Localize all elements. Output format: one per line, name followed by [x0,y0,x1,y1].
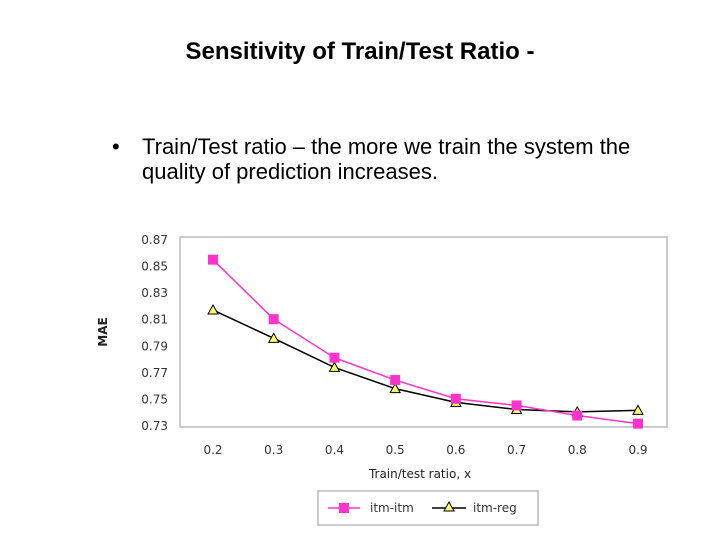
x-tick-label: 0.8 [568,443,587,457]
series-line-itm-reg [212,309,639,413]
y-tick-label: 0.87 [141,233,168,247]
legend-marker-itm-reg [443,500,455,512]
data-point-itm-itm [572,410,583,421]
legend-marker-itm-itm [339,503,349,513]
x-tick-label: 0.9 [628,443,647,457]
series-line-itm-itm [212,259,639,425]
y-tick-label: 0.85 [141,260,168,274]
data-point-itm-reg [632,404,644,415]
data-point-itm-itm [390,375,401,386]
data-point-itm-itm [511,400,522,411]
x-tick-label: 0.7 [507,443,526,457]
y-axis-label: MAE [96,317,110,346]
data-point-itm-itm [633,418,643,429]
data-point-itm-itm [208,254,218,265]
legend-label-itm-reg: itm-reg [473,501,517,515]
x-tick-label: 0.2 [203,443,222,457]
y-tick-label: 0.73 [141,419,168,433]
bullet-marker: • [112,134,120,159]
x-tick-label: 0.4 [325,443,344,457]
x-axis-ticks: 0.2 0.3 0.4 0.5 0.6 0.7 0.8 0.9 [203,443,647,457]
data-point-itm-itm [329,352,340,363]
data-point-itm-itm [268,314,279,325]
x-tick-label: 0.6 [446,443,465,457]
data-series [207,254,644,429]
y-tick-label: 0.79 [141,339,168,353]
x-axis-label: Train/test ratio, x [368,467,471,481]
legend-label-itm-itm: itm-itm [370,501,414,515]
data-point-itm-reg [389,382,401,394]
y-tick-label: 0.83 [141,286,168,300]
bullet-text: Train/Test ratio – the more we train the… [142,134,631,184]
x-tick-label: 0.5 [386,443,405,457]
y-tick-label: 0.75 [141,392,168,406]
plot-area [179,236,668,428]
data-point-itm-itm [450,393,461,404]
x-tick-label: 0.3 [264,443,283,457]
data-point-itm-reg [267,332,280,343]
slide-title: Sensitivity of Train/Test Ratio - [185,38,535,65]
y-tick-label: 0.77 [141,366,168,380]
data-point-itm-reg [328,361,341,372]
y-axis-ticks: 0.87 0.85 0.83 0.81 0.79 0.77 0.75 0.73 [141,233,168,433]
legend: itm-itm itm-reg [317,490,539,526]
y-tick-label: 0.81 [141,313,168,327]
data-point-itm-reg [207,303,219,315]
